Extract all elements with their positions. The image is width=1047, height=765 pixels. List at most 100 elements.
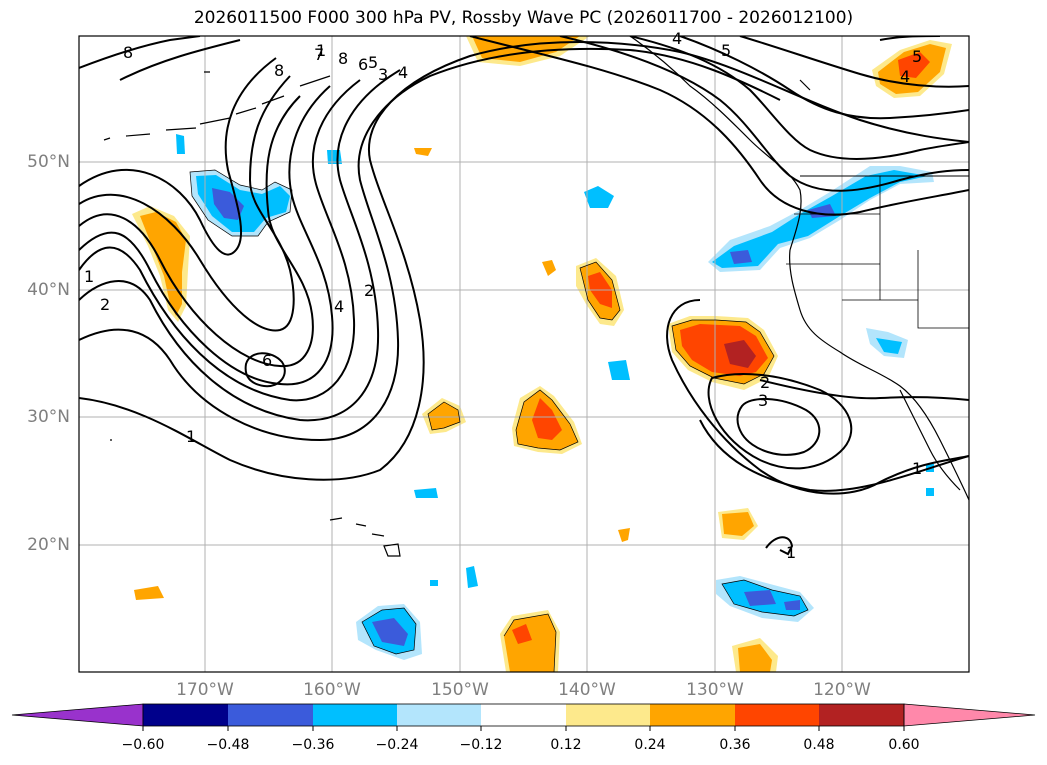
contour-1-small: [765, 536, 794, 556]
colorbar-tick-label: 0.60: [888, 737, 920, 753]
pos-blob-small-21n-137w: [618, 528, 630, 542]
colorbar-bin: [228, 704, 313, 726]
colorbar-bin: [566, 704, 650, 726]
islands-misc: [110, 71, 811, 441]
lon-label-160w: 160°W: [303, 680, 361, 700]
lon-label-120w: 120°W: [813, 680, 871, 700]
colorbar-bin: [819, 704, 904, 726]
pos-blob-bottom-128w-core: [738, 644, 772, 672]
negative-pv-anomalies: [176, 134, 934, 660]
colorbar-tick-label: −0.36: [291, 737, 335, 753]
pos-blob-small-51n: [414, 148, 432, 156]
contour-2-cutoff: [666, 299, 969, 495]
colorbar-tick-marks: [142, 726, 905, 731]
colorbar-border: [142, 703, 905, 727]
pos-blob-30n-155w-core: [428, 402, 460, 430]
colorbar-bin: [481, 704, 566, 726]
contour-label: 8: [123, 43, 133, 62]
colorbar-tick-label: 0.36: [719, 737, 751, 753]
neg-blob-hawaii-s-max: [372, 618, 408, 646]
contour-label: 1: [84, 267, 94, 286]
contour-label: 5: [368, 53, 378, 72]
contour-label: 6: [358, 55, 368, 74]
colorbar-bin: [650, 704, 735, 726]
contour-6-trough: [79, 95, 314, 368]
lat-label-40n: 40°N: [27, 280, 70, 300]
outline-15n-130w: [721, 579, 809, 617]
colorbar-tick-label: 0.12: [550, 737, 582, 753]
contour-label: 8: [338, 49, 348, 68]
state-borders: [786, 176, 969, 329]
contour-label: 2: [760, 373, 770, 392]
colorbar-tick-label: 0.48: [803, 737, 835, 753]
contour-label: 1: [186, 427, 196, 446]
contour-3-inner: [736, 397, 821, 456]
neg-blob-coast-core: [712, 170, 928, 268]
outline-139w: [579, 261, 621, 321]
contour-8-trough: [79, 57, 277, 256]
pos-blob-30n-143w-max: [532, 398, 562, 440]
contour-label: 8: [274, 61, 284, 80]
colorbar-extend-max: [903, 703, 1036, 727]
contour-2-far-east: [759, 379, 969, 401]
contour-ridge-1: [469, 36, 969, 216]
contour-label: 6: [262, 351, 272, 370]
contour-label: 3: [758, 391, 768, 410]
neg-blob-coast-max: [730, 204, 836, 264]
contour-4-trough: [79, 79, 361, 402]
pos-blob-se-hawaii-max: [512, 624, 532, 644]
neg-blob-small-140n: [584, 186, 614, 208]
contour-label: 5: [912, 47, 922, 66]
pos-blob-41n: [542, 260, 556, 276]
neg-blob-aleutian-max: [212, 188, 244, 220]
contour-label: 4: [672, 29, 682, 48]
contour-label: 4: [900, 67, 910, 86]
pos-blob-sw-cal-max: [724, 340, 756, 368]
colorbar-bin: [313, 704, 397, 726]
colorbar-tick-label: −0.60: [121, 737, 165, 753]
neg-blob-17n: [466, 566, 478, 588]
positive-pv-anomalies: [132, 36, 952, 672]
outline-se-hawaii: [503, 613, 557, 672]
outline-sw-cal: [671, 319, 775, 385]
pos-blob-ne-max: [898, 52, 930, 78]
map-frame-border: [78, 35, 970, 673]
lon-label-140w: 140°W: [558, 680, 616, 700]
contour-8-nw: [79, 36, 201, 69]
aleutian-islands: [103, 75, 331, 141]
coast-alaska-panhandle: [629, 36, 802, 251]
neg-blob-socal-core: [876, 338, 902, 354]
lat-label-50n: 50°N: [27, 152, 70, 172]
anomaly-outlines: [189, 169, 809, 672]
lon-label-170w: 170°W: [176, 680, 234, 700]
contour-1-south: [699, 419, 969, 492]
contour-label: 1: [786, 543, 796, 562]
chart-title: 2026011500 F000 300 hPa PV, Rossby Wave …: [193, 8, 854, 28]
lat-label-30n: 30°N: [27, 407, 70, 427]
outline-143w: [515, 389, 579, 451]
contour-label: 3: [378, 65, 388, 84]
contour-label: 7: [314, 45, 324, 64]
colorbar-extend-min: [11, 703, 144, 727]
contour-1-trough: [79, 41, 969, 481]
contour-ridge-5: [739, 36, 969, 88]
colorbar-tick-label: −0.48: [206, 737, 250, 753]
colorbar-bin: [397, 704, 481, 726]
outline-155w: [427, 401, 461, 431]
contour-3-trough: [79, 69, 401, 422]
neg-blob-15n-130w-max: [744, 590, 800, 610]
graticule: [79, 36, 969, 672]
neg-blob-small-172: [176, 134, 185, 154]
contour-label: 1: [912, 459, 922, 478]
contour-label: 2: [100, 295, 110, 314]
pos-blob-21n-128w-core: [722, 512, 754, 536]
contour-label: 2: [364, 281, 374, 300]
lon-label-150w: 150°W: [431, 680, 489, 700]
contour-ridge-4: [679, 36, 969, 120]
outline-hawaii-s: [361, 607, 417, 655]
contour-label-group: 8 8 8 7 6 5 4 3 5 4 5 4 1 2 2 4 6 1 1 2 …: [84, 29, 922, 562]
colorbar-bin: [143, 704, 228, 726]
colorbar-tick-label: −0.12: [459, 737, 503, 753]
pos-blob-16n-175w: [134, 586, 164, 600]
